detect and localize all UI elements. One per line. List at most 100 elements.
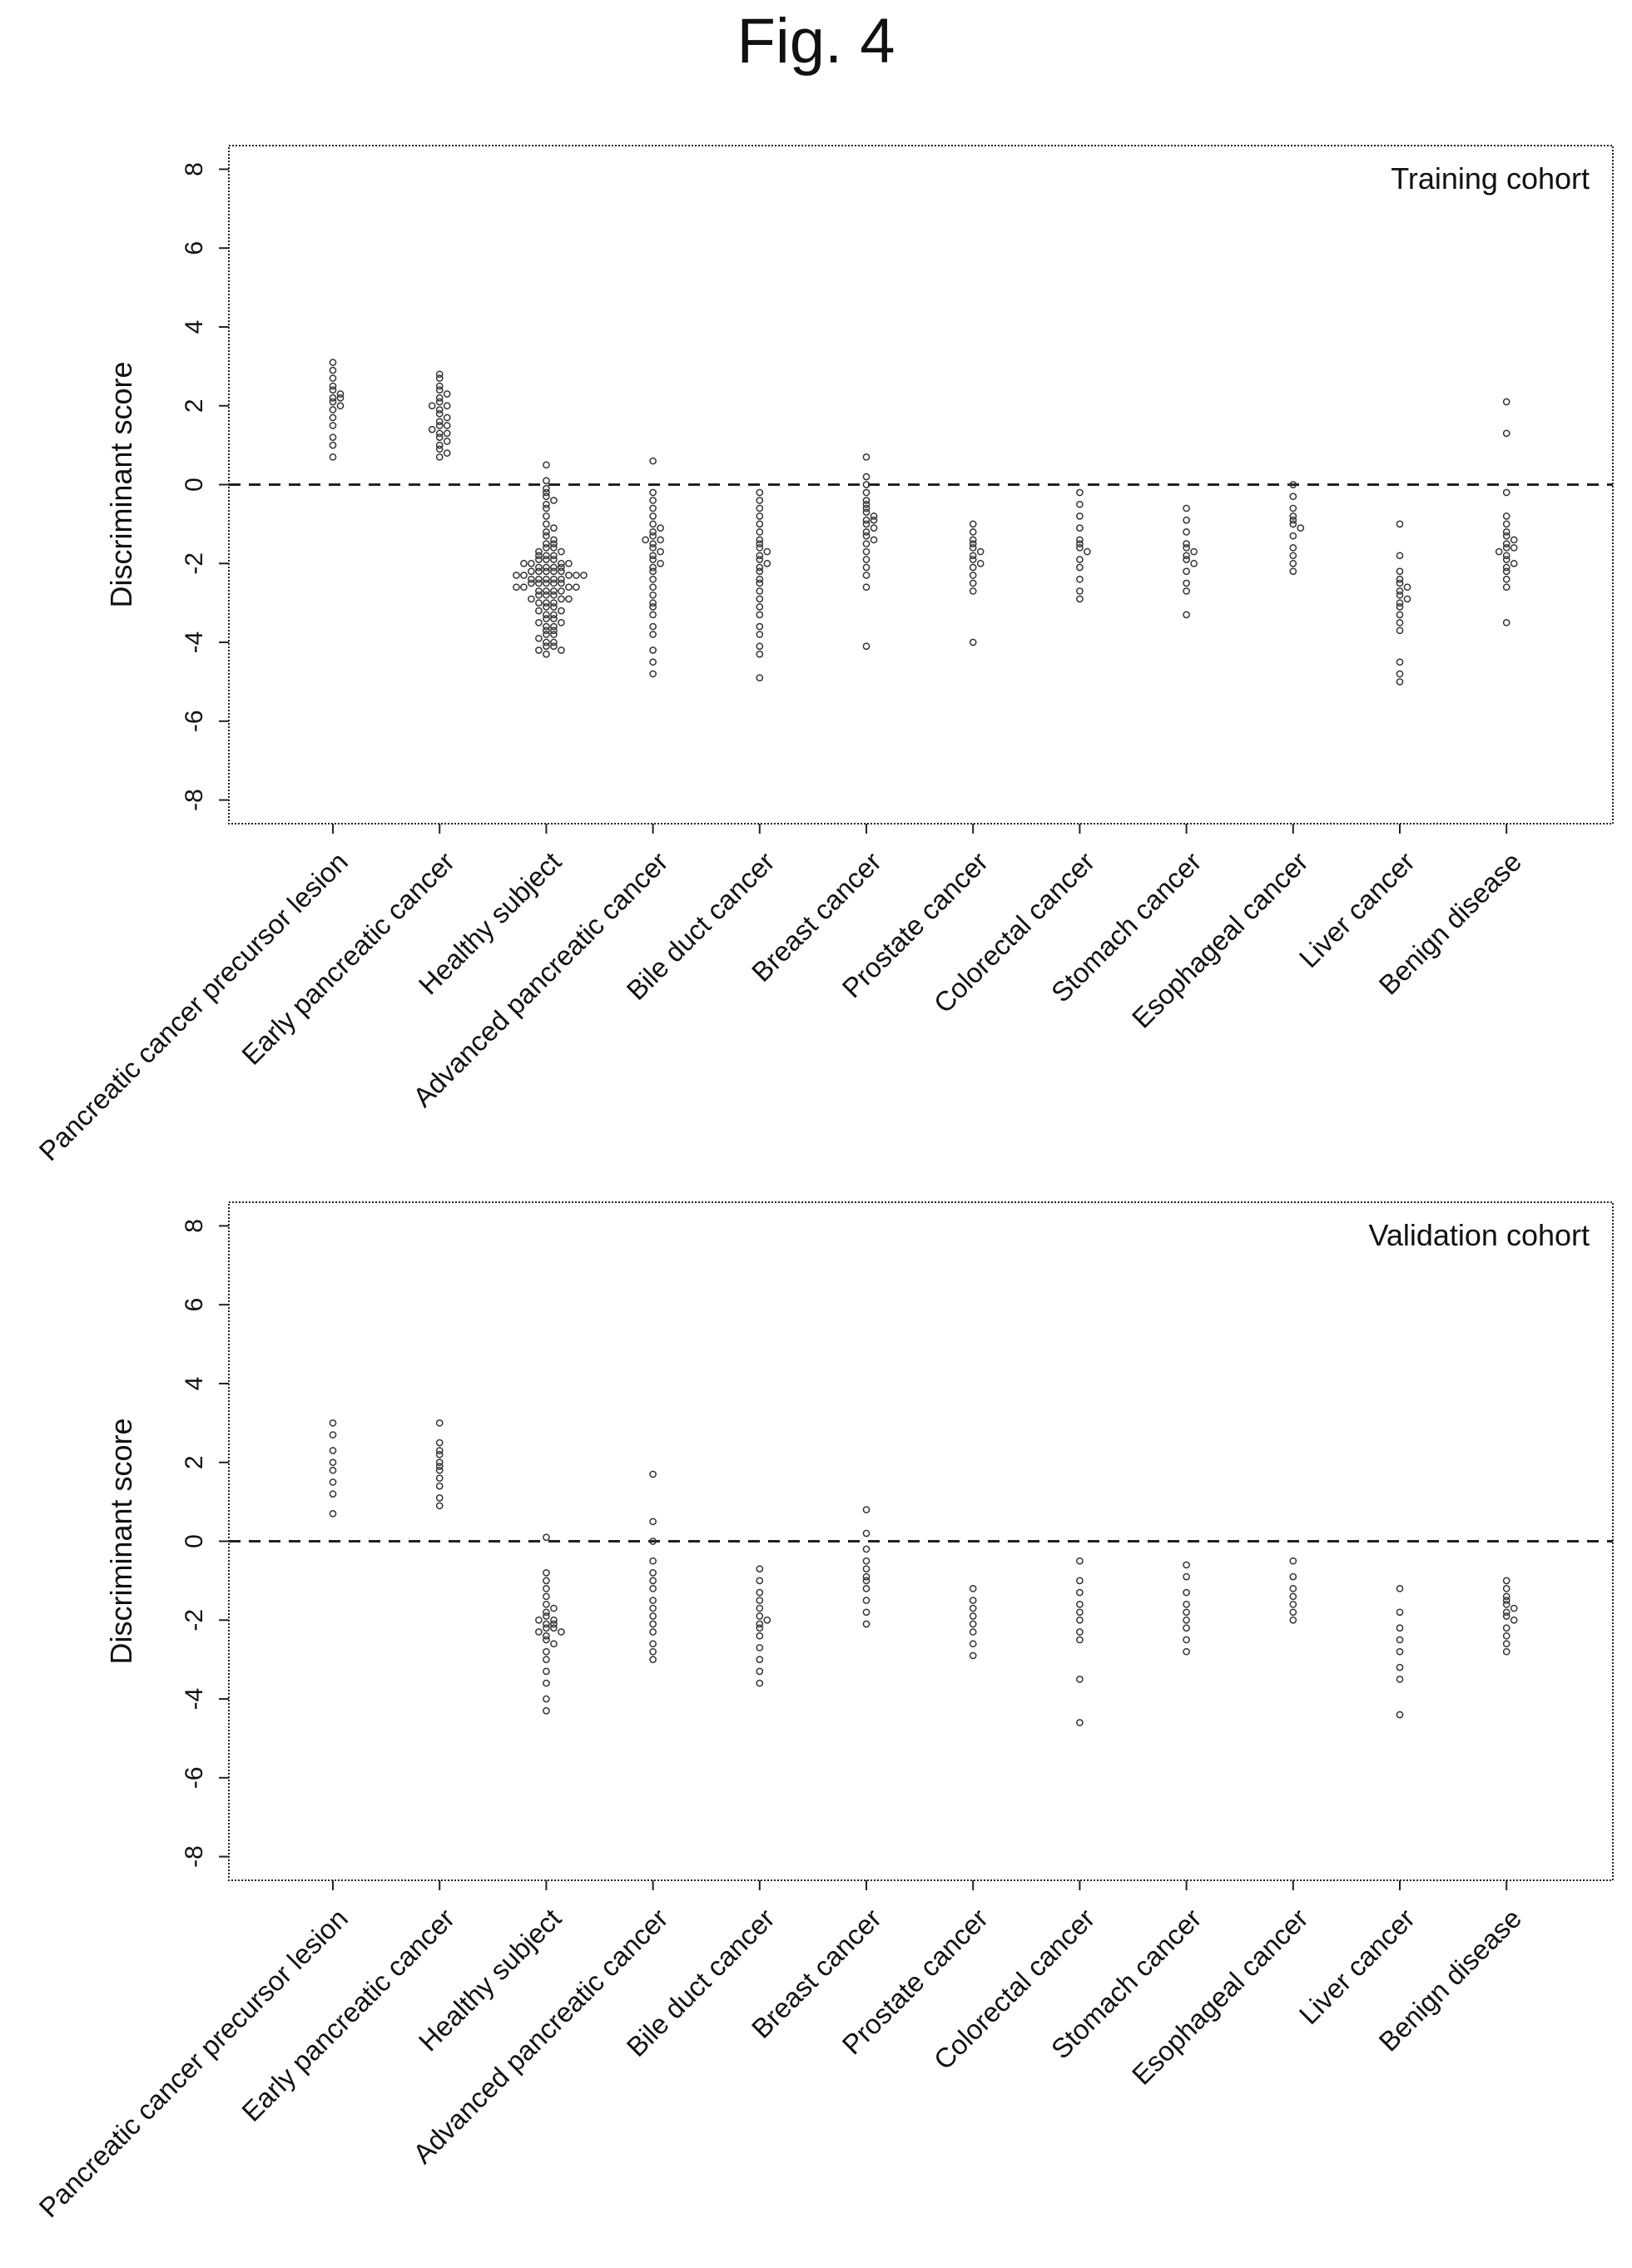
data-point-early-pancreatic-cancer	[435, 1419, 444, 1427]
data-point-early-pancreatic-cancer	[428, 425, 436, 433]
data-point-colorectal-cancer	[1076, 1616, 1084, 1624]
data-point-liver-cancer	[1403, 595, 1411, 603]
data-point-breast-cancer	[862, 1506, 871, 1513]
data-point-breast-cancer	[862, 572, 871, 579]
data-point-bile-duct-cancer	[756, 631, 764, 638]
data-point-liver-cancer	[1396, 1608, 1404, 1617]
data-point-bile-duct-cancer	[756, 575, 764, 583]
data-point-healthy-subject	[543, 520, 550, 528]
data-point-colorectal-cancer	[1076, 575, 1084, 583]
data-point-healthy-subject	[543, 500, 550, 508]
data-point-early-pancreatic-cancer	[443, 449, 451, 457]
y-tick-label: 4	[181, 1377, 208, 1391]
data-point-bile-duct-cancer	[756, 595, 764, 603]
data-point-bile-duct-cancer	[756, 650, 764, 658]
data-point-healthy-subject	[535, 591, 543, 599]
data-point-advanced-pancreatic-cancer	[649, 611, 657, 619]
data-point-colorectal-cancer	[1076, 563, 1084, 572]
data-point-benign-disease	[1502, 552, 1510, 560]
data-point-pancreatic-cancer-precursor-lesion	[336, 402, 345, 410]
data-point-breast-cancer	[862, 1597, 871, 1604]
y-tick-label: -8	[181, 789, 208, 811]
data-point-stomach-cancer	[1183, 543, 1190, 552]
data-point-bile-duct-cancer	[756, 674, 764, 682]
data-point-bile-duct-cancer	[756, 488, 764, 497]
data-point-early-pancreatic-cancer	[435, 1463, 444, 1470]
data-point-bile-duct-cancer	[756, 1679, 764, 1687]
data-point-colorectal-cancer	[1084, 547, 1091, 556]
data-point-healthy-subject	[558, 563, 565, 572]
data-point-healthy-subject	[558, 646, 565, 654]
data-point-breast-cancer	[862, 1585, 871, 1592]
data-point-early-pancreatic-cancer	[435, 374, 444, 382]
data-point-healthy-subject	[528, 559, 535, 567]
data-point-colorectal-cancer	[1076, 1577, 1084, 1585]
data-point-breast-cancer	[862, 528, 871, 536]
data-point-healthy-subject	[543, 532, 550, 540]
data-point-advanced-pancreatic-cancer	[649, 504, 657, 513]
data-point-bile-duct-cancer	[756, 642, 764, 651]
data-point-early-pancreatic-cancer	[435, 386, 444, 394]
data-point-esophageal-cancer	[1289, 504, 1297, 513]
data-point-benign-disease	[1502, 528, 1510, 536]
data-point-advanced-pancreatic-cancer	[649, 591, 657, 599]
data-point-bile-duct-cancer	[763, 559, 771, 567]
data-point-stomach-cancer	[1183, 1600, 1190, 1608]
data-point-healthy-subject	[543, 622, 550, 631]
data-point-advanced-pancreatic-cancer	[657, 536, 664, 544]
data-point-advanced-pancreatic-cancer	[649, 457, 657, 465]
data-point-healthy-subject	[543, 1569, 550, 1577]
data-point-bile-duct-cancer	[756, 603, 764, 611]
validation-cohort-chart: 8 6 4 2 0 -2 -4 -6 -8 Discriminant score Validatio…	[33, 1201, 1614, 2223]
data-point-pancreatic-cancer-precursor-lesion	[329, 1447, 337, 1454]
data-point-stomach-cancer	[1183, 556, 1190, 563]
y-tick-label: 0	[181, 478, 208, 492]
y-tick-label: 2	[181, 399, 208, 413]
data-point-healthy-subject	[550, 611, 558, 619]
data-point-benign-disease	[1502, 618, 1510, 626]
data-point-bile-duct-cancer	[763, 547, 771, 556]
data-point-early-pancreatic-cancer	[443, 422, 451, 429]
training-cohort-panel: 8 6 4 2 0 -2 -4 -6 -8 Discriminant score Training …	[0, 125, 1632, 1181]
data-point-colorectal-cancer	[1076, 1608, 1084, 1617]
data-point-stomach-cancer	[1183, 567, 1190, 576]
data-point-prostate-cancer	[969, 638, 977, 646]
data-point-pancreatic-cancer-precursor-lesion	[329, 1490, 337, 1498]
data-point-healthy-subject	[535, 587, 543, 595]
data-point-benign-disease	[1510, 1604, 1518, 1612]
data-point-early-pancreatic-cancer	[435, 1466, 444, 1474]
data-point-healthy-subject	[550, 615, 558, 622]
data-point-pancreatic-cancer-precursor-lesion	[329, 394, 337, 402]
data-point-bile-duct-cancer	[756, 567, 764, 576]
data-point-healthy-subject	[543, 528, 550, 536]
data-point-colorectal-cancer	[1076, 524, 1084, 532]
data-point-stomach-cancer	[1183, 611, 1190, 619]
data-point-early-pancreatic-cancer	[428, 402, 436, 410]
data-point-colorectal-cancer	[1076, 595, 1084, 603]
data-point-healthy-subject	[550, 1620, 558, 1628]
data-point-early-pancreatic-cancer	[435, 1458, 444, 1467]
y-tick-label: 8	[181, 1219, 208, 1233]
data-point-liver-cancer	[1396, 1624, 1404, 1632]
data-point-liver-cancer	[1396, 587, 1404, 595]
y-tick-label: -4	[181, 1688, 208, 1711]
data-point-healthy-subject	[550, 563, 558, 572]
data-point-healthy-subject	[550, 622, 558, 631]
y-tick-label: 2	[181, 1455, 208, 1469]
data-point-advanced-pancreatic-cancer	[649, 1585, 657, 1592]
data-point-healthy-subject	[535, 547, 543, 556]
data-point-prostate-cancer	[969, 1628, 977, 1636]
data-point-advanced-pancreatic-cancer	[649, 1569, 657, 1577]
y-tick-label: -4	[181, 631, 208, 654]
data-point-breast-cancer	[862, 642, 871, 651]
data-point-esophageal-cancer	[1289, 1572, 1297, 1581]
data-point-prostate-cancer	[969, 540, 977, 547]
data-point-advanced-pancreatic-cancer	[649, 1620, 657, 1628]
data-point-healthy-subject	[550, 543, 558, 552]
data-point-advanced-pancreatic-cancer	[649, 1628, 657, 1636]
data-point-stomach-cancer	[1190, 559, 1198, 567]
data-point-esophageal-cancer	[1289, 513, 1297, 520]
data-point-benign-disease	[1502, 1632, 1510, 1640]
data-point-stomach-cancer	[1183, 528, 1190, 536]
y-tick-label: -2	[181, 1609, 208, 1632]
